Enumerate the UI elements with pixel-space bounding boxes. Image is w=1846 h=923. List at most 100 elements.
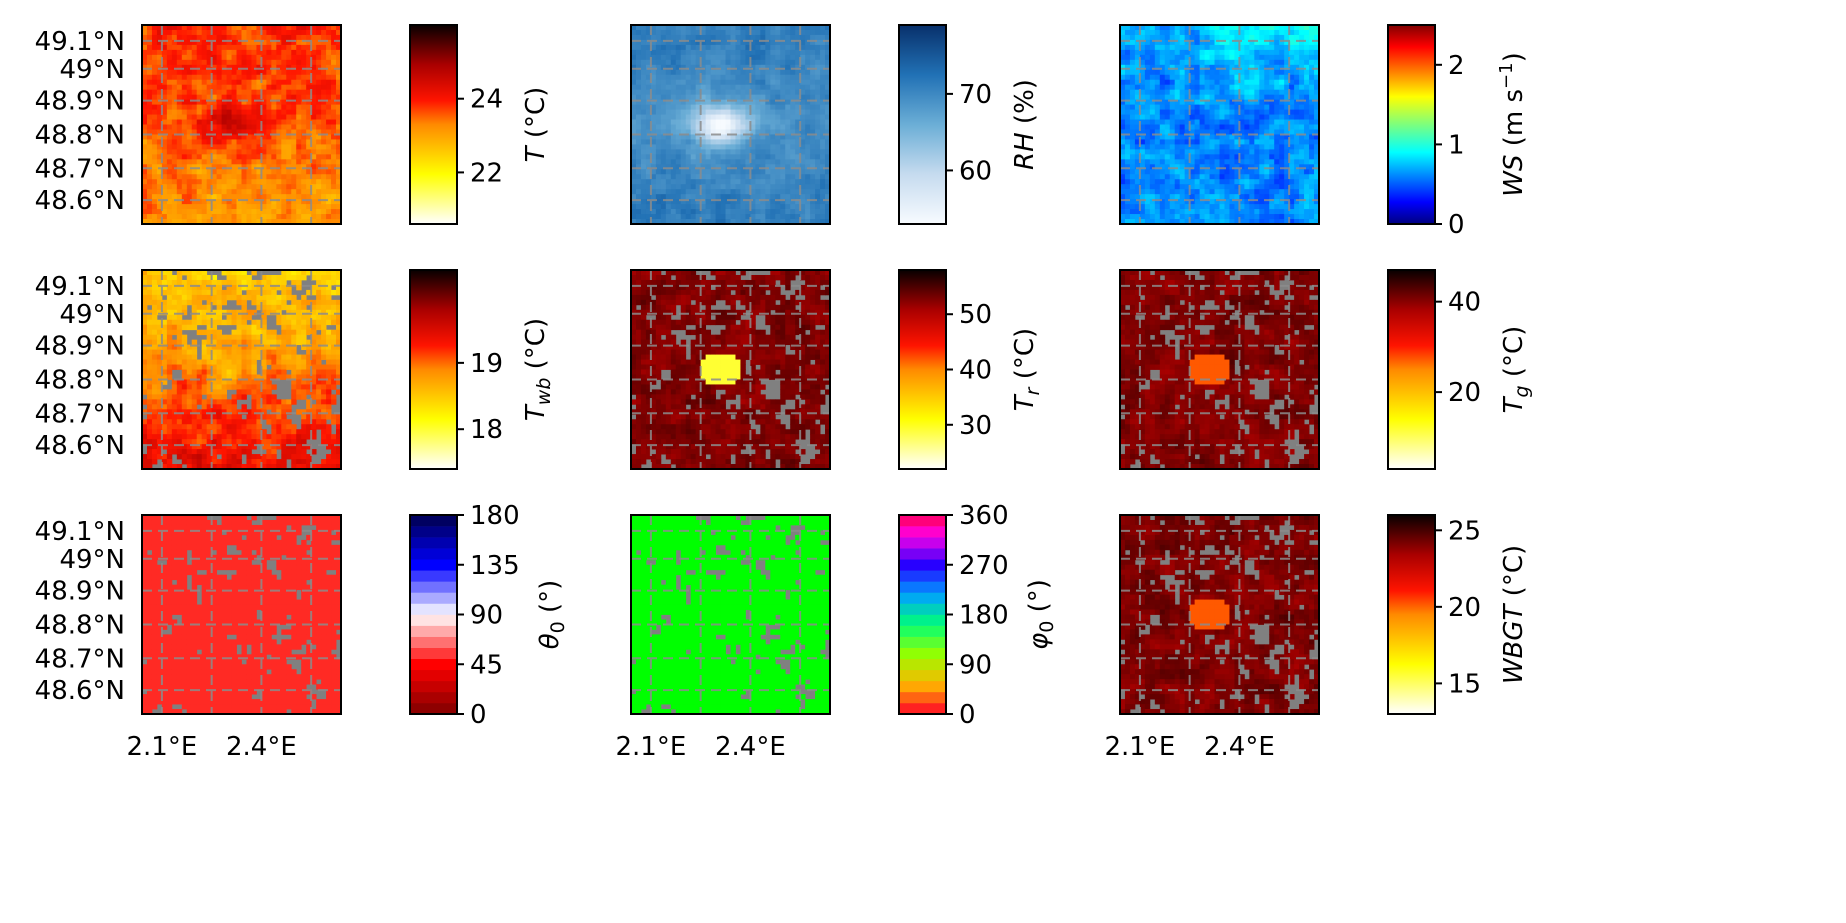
map-cell (1184, 109, 1191, 115)
map-cell (755, 184, 761, 190)
map-cell (645, 104, 652, 110)
map-cell (800, 69, 806, 76)
map-cell (670, 204, 677, 210)
map-cell (675, 79, 682, 86)
map-cell (1294, 159, 1300, 165)
map-cell (770, 129, 776, 135)
map-cell (276, 194, 282, 200)
map-cell (246, 124, 252, 130)
map-cell (1274, 189, 1280, 195)
map-cell (725, 84, 731, 91)
map-cell (1174, 199, 1181, 205)
map-cell (765, 99, 771, 106)
map-cell (1304, 74, 1310, 81)
map-cell (1189, 34, 1196, 41)
map-cell (171, 124, 178, 130)
map-cell (665, 64, 672, 71)
map-cell (146, 314, 153, 321)
map-cell (680, 129, 687, 135)
map-cell (301, 209, 307, 215)
map-cell (326, 129, 332, 135)
map-cell (1139, 109, 1146, 115)
map-cell (246, 34, 252, 41)
map-cell (201, 184, 208, 190)
map-cell (256, 94, 262, 101)
map-cell (301, 114, 307, 120)
map-cell (311, 119, 317, 125)
map-cell (785, 59, 791, 66)
map-cell (241, 54, 247, 61)
map-cell (1299, 129, 1305, 135)
map-cell (1254, 119, 1260, 125)
map-cell (1194, 59, 1201, 66)
map-cell (1269, 74, 1275, 81)
map-cell (176, 74, 183, 81)
map-cell (261, 49, 267, 56)
map-cell (296, 144, 302, 150)
map-cell (631, 69, 637, 76)
map-cell (1179, 69, 1186, 76)
map-cell (1209, 124, 1215, 130)
map-cell (261, 174, 267, 180)
map-cell (306, 184, 312, 190)
map-cell (655, 99, 662, 106)
map-cell (221, 89, 227, 96)
map-cell (770, 59, 776, 66)
map-cell (336, 169, 342, 175)
map-cell (186, 179, 193, 185)
map-cell (261, 74, 267, 81)
map-cell (631, 159, 637, 165)
map-cell (1229, 74, 1235, 81)
map-cell (251, 79, 257, 86)
map-cell (720, 179, 726, 185)
map-cell (1174, 129, 1181, 135)
map-cell (1309, 104, 1315, 110)
map-cell (770, 44, 776, 51)
map-cell (142, 194, 148, 200)
map-cell (336, 39, 342, 46)
map-cell (1194, 69, 1201, 76)
map-cell (1120, 64, 1126, 71)
map-cell (266, 89, 272, 96)
map-cell (765, 69, 771, 76)
map-cell (631, 99, 637, 106)
map-cell (1304, 109, 1310, 115)
map-cell (1204, 179, 1210, 185)
map-cell (645, 174, 652, 180)
map-cell (181, 79, 188, 86)
map-cell (256, 134, 262, 140)
map-cell (251, 139, 257, 145)
map-cell (1244, 44, 1250, 51)
map-cell (810, 29, 816, 36)
map-cell (1309, 59, 1315, 66)
map-cell (211, 54, 218, 61)
map-cell (1209, 129, 1215, 135)
map-cell (142, 424, 148, 430)
map-cell (1134, 69, 1141, 76)
map-cell (675, 174, 682, 180)
map-cell (1179, 159, 1186, 165)
map-cell (790, 44, 796, 51)
map-cell (316, 174, 322, 180)
map-cell (186, 199, 193, 205)
map-cell (705, 54, 712, 61)
map-cell (1289, 109, 1295, 115)
map-cell (1164, 39, 1171, 46)
map-cell (815, 174, 821, 180)
map-cell (825, 29, 831, 36)
map-cell (1249, 119, 1255, 125)
map-cell (1144, 199, 1151, 205)
map-cell (1284, 124, 1290, 130)
map-cell (1219, 94, 1225, 101)
map-cell (1159, 84, 1166, 91)
map-cell (186, 144, 193, 150)
map-cell (216, 164, 223, 170)
map-cell (1204, 134, 1210, 140)
map-cell (1304, 29, 1310, 36)
map-cell (665, 219, 672, 225)
map-cell (820, 209, 826, 215)
map-cell (750, 29, 756, 36)
map-cell (331, 169, 337, 175)
map-cell (755, 214, 761, 220)
map-cell (685, 119, 692, 125)
